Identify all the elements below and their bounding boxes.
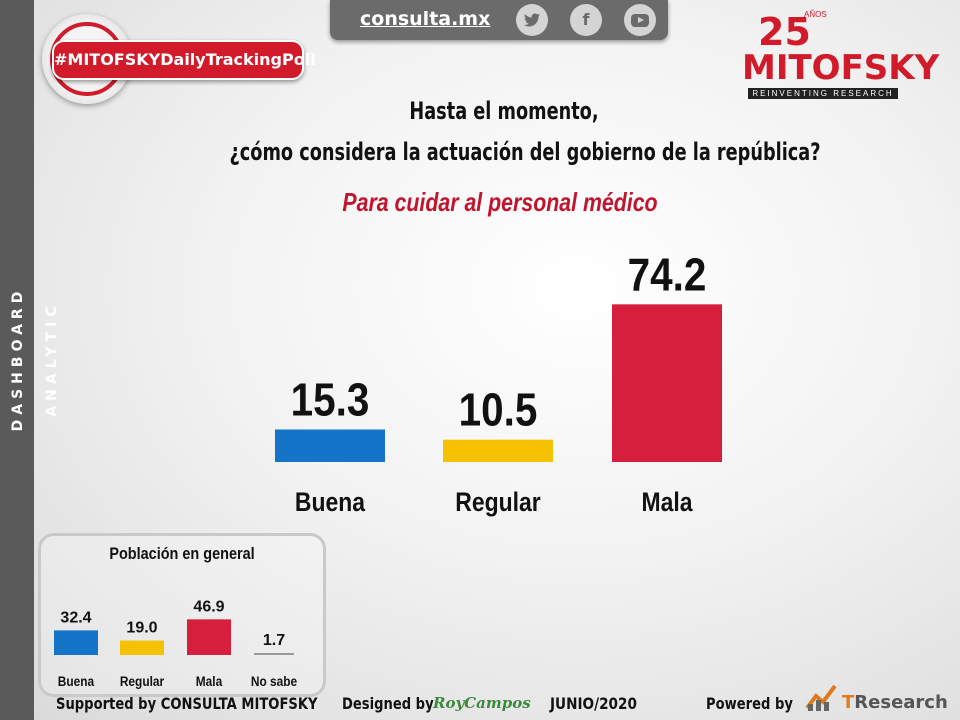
general-population-title: Población en general [109,544,255,563]
hashtag-badge: #MITOFSKYDailyTrackingPoll [52,40,316,80]
footer: Supported by CONSULTA MITOFSKY Designed … [0,688,960,720]
facebook-icon[interactable]: f [570,4,602,36]
mini-category-label: Mala [196,673,223,689]
question-line-1: Hasta el momento, [409,97,599,125]
sidebar: DASHBOARD ANALYTIC [0,0,60,720]
twitter-icon[interactable] [516,4,548,36]
category-label: Buena [295,487,366,517]
footer-powered: Powered by [706,694,793,713]
tresearch-t: T [842,692,855,713]
mini-bar-value-label: 32.4 [60,609,91,626]
logo-tagline: REINVENTING RESEARCH [748,88,898,99]
question-line-2: ¿cómo considera la actuación del gobiern… [229,138,821,166]
footer-supported: Supported by CONSULTA MITOFSKY [56,694,318,713]
footer-designer-signature: RoyCampos [433,694,531,712]
bar-value-label: 74.2 [628,250,707,301]
mini-category-label: Buena [58,673,95,689]
mini-bar-value-label: 46.9 [193,598,224,615]
mini-bar-buena [54,630,98,655]
logo-years: 25 [758,10,811,54]
tresearch-name: TResearch [842,692,948,713]
mini-category-label: No sabe [251,673,297,689]
logo-name: MITOFSKY [742,48,940,88]
tresearch-rest: Research [854,692,948,713]
youtube-icon[interactable] [624,4,656,36]
footer-designed: Designed by [342,694,434,713]
mini-bar-value-label: 19.0 [126,620,157,637]
logo-anos: AÑOS [804,10,827,19]
mini-bar-value-label: 1.7 [263,632,285,649]
bar-value-label: 15.3 [291,375,370,426]
bar-regular [443,439,553,462]
bar-value-label: 10.5 [459,385,538,436]
bar-buena [275,429,385,462]
general-population-box: Población en general [38,533,326,697]
bar-mala [612,304,722,462]
chart-subtitle: Para cuidar al personal médico [342,187,658,217]
mini-bar-mala [187,619,231,655]
category-label: Regular [455,487,541,517]
mini-category-label: Regular [120,673,164,689]
footer-date: JUNIO/2020 [550,694,637,713]
tresearch-logo-icon [805,684,837,711]
mini-bar-regular [120,640,164,655]
category-label: Mala [641,487,693,517]
mitofsky-logo: 25 AÑOS MITOFSKY REINVENTING RESEARCH [742,10,939,100]
site-link[interactable]: consulta.mx [360,8,491,30]
top-bar: consulta.mx f [330,0,668,40]
mini-bar-no-sabe [254,653,294,655]
